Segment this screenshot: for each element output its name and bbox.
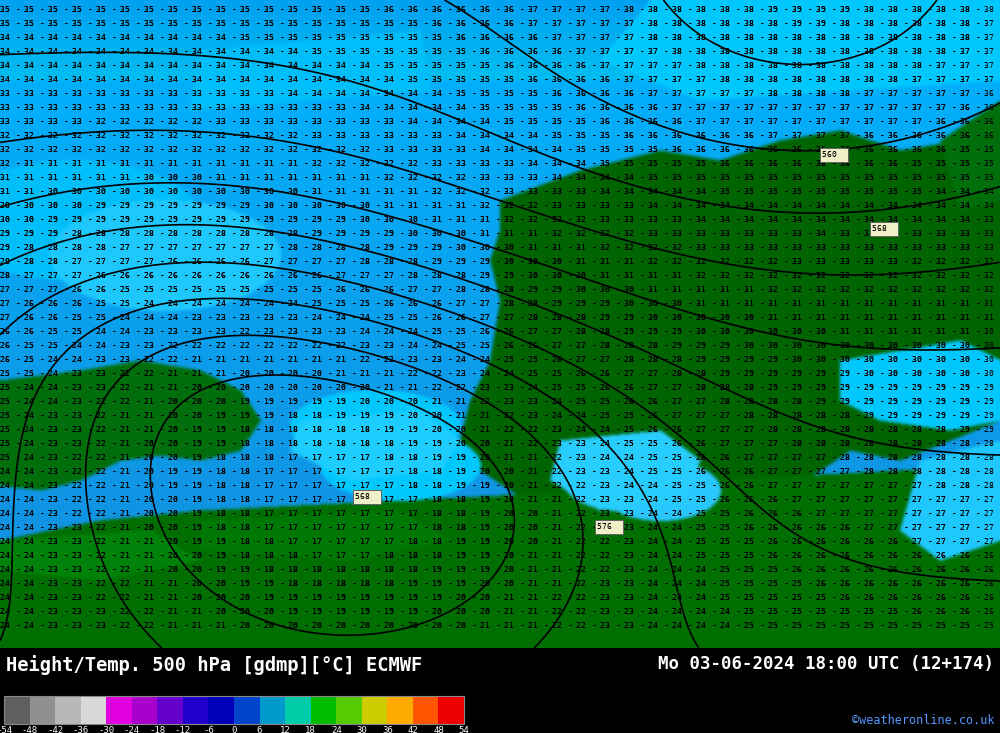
Text: Mo 03-06-2024 18:00 UTC (12+174): Mo 03-06-2024 18:00 UTC (12+174) bbox=[658, 655, 994, 673]
Text: ©weatheronline.co.uk: ©weatheronline.co.uk bbox=[852, 714, 994, 727]
Text: Height/Temp. 500 hPa [gdmp][°C] ECMWF: Height/Temp. 500 hPa [gdmp][°C] ECMWF bbox=[6, 655, 422, 675]
